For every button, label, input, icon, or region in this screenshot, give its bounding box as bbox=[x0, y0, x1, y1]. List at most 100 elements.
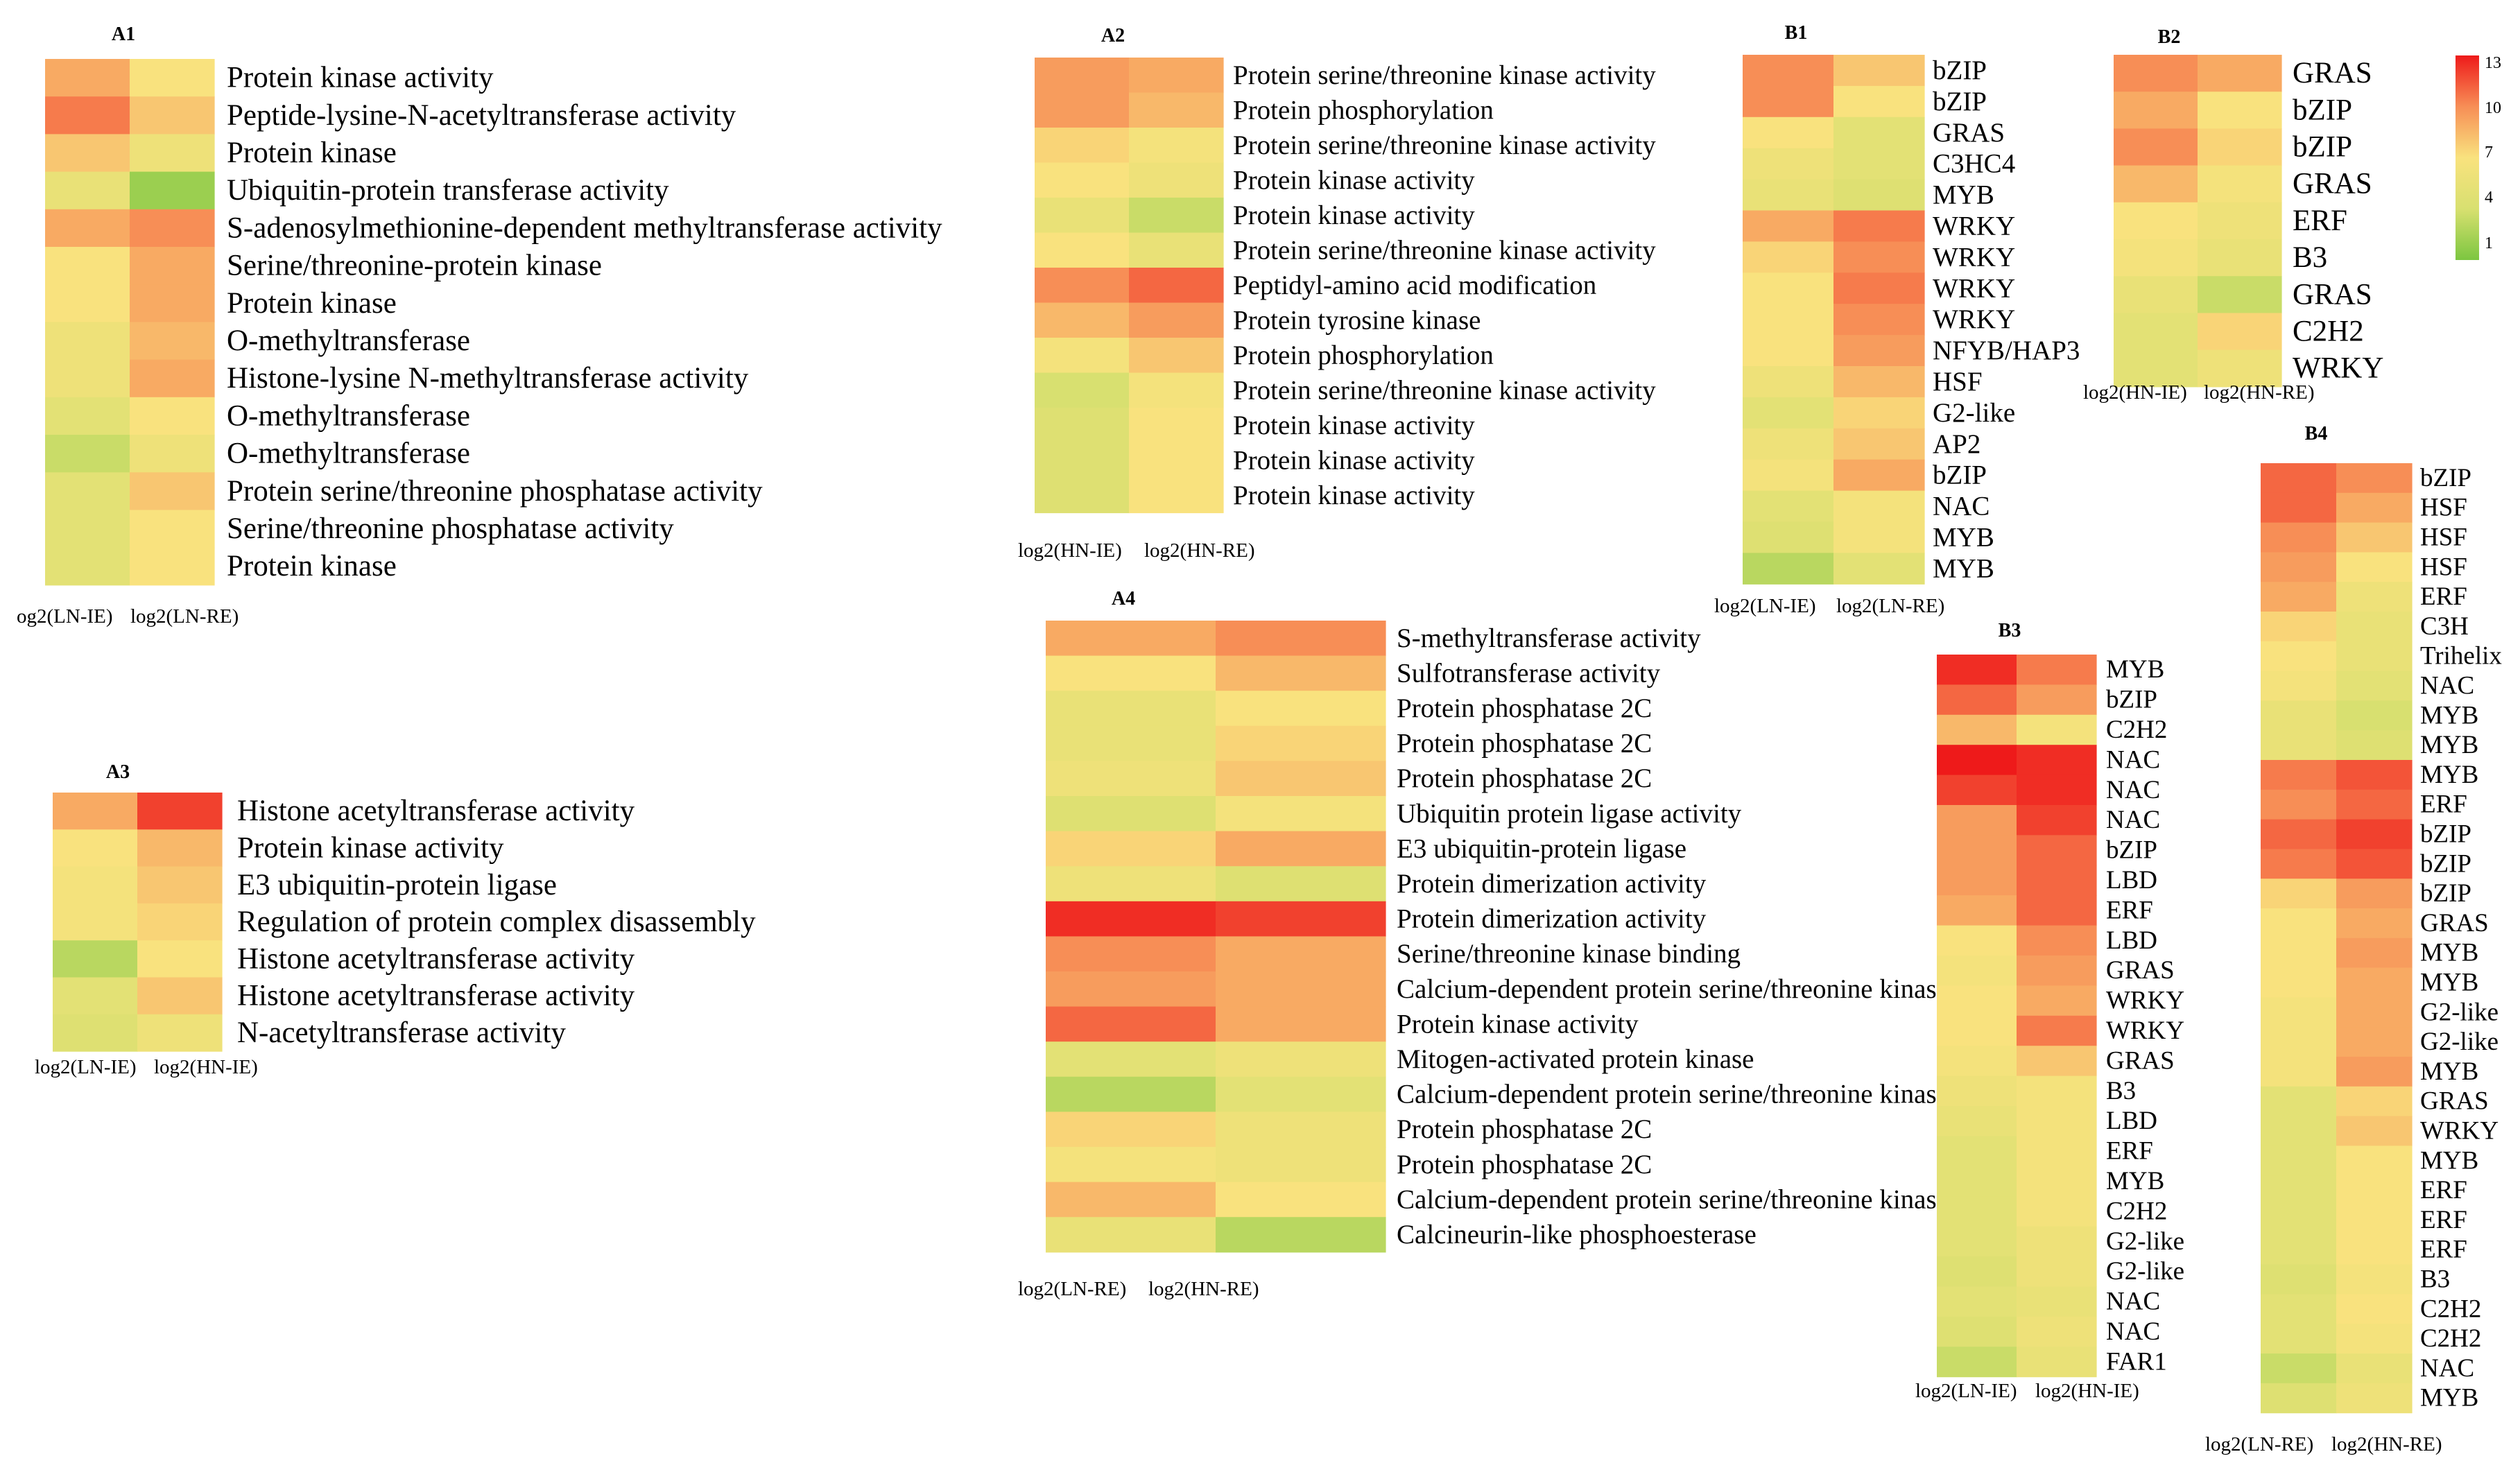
heatmap-cell bbox=[2261, 1145, 2337, 1176]
heatmap-cell bbox=[130, 510, 215, 548]
heatmap-cell bbox=[1937, 1046, 2017, 1077]
heatmap-cell bbox=[2261, 463, 2337, 494]
row-label: Protein kinase activity bbox=[1233, 165, 1475, 195]
heatmap-cell bbox=[45, 435, 130, 473]
heatmap-cell bbox=[2336, 1086, 2413, 1117]
heatmap-cell bbox=[2261, 552, 2337, 582]
heatmap-panel-b2: B2GRASbZIPbZIPGRASERFB3GRASC2H2WRKYlog2(… bbox=[2083, 26, 2383, 404]
row-label: WRKY bbox=[1933, 304, 2015, 334]
heatmap-panel-b4: B4bZIPHSFHSFHSFERFC3HTrihelixNACMYBMYBMY… bbox=[2205, 423, 2502, 1455]
heatmap-cell bbox=[2261, 1027, 2337, 1057]
legend-tick-7: 7 bbox=[2485, 144, 2493, 162]
heatmap-cell bbox=[2336, 1205, 2413, 1236]
row-label: WRKY bbox=[2293, 352, 2383, 385]
heatmap-cell bbox=[1937, 835, 2017, 866]
heatmap-cell bbox=[1129, 302, 1224, 338]
heatmap-cell bbox=[2336, 760, 2413, 790]
row-label: Sulfotransferase activity bbox=[1397, 658, 1661, 688]
heatmap-cell bbox=[2261, 612, 2337, 642]
heatmap-panel-b1: B1bZIPbZIPGRASC3HC4MYBWRKYWRKYWRKYWRKYNF… bbox=[1714, 22, 2080, 617]
legend-tick-1: 1 bbox=[2485, 234, 2493, 252]
column-label: log2(HN-IE) bbox=[2083, 381, 2187, 404]
row-label: G2-like bbox=[2106, 1257, 2184, 1286]
heatmap-cell bbox=[137, 866, 223, 904]
heatmap-cell bbox=[2114, 276, 2198, 313]
heatmap-cell bbox=[1833, 241, 1925, 273]
heatmap-cell bbox=[1743, 241, 1834, 273]
row-label: AP2 bbox=[1933, 429, 1980, 459]
heatmap-cell bbox=[1833, 459, 1925, 492]
heatmap-cell bbox=[2114, 128, 2198, 166]
row-label: MYB bbox=[2420, 761, 2478, 789]
row-label: Ubiquitin protein ligase activity bbox=[1397, 799, 1742, 829]
heatmap-cell bbox=[1129, 92, 1224, 128]
row-label: GRAS bbox=[2106, 956, 2175, 985]
row-label: GRAS bbox=[2106, 1046, 2175, 1075]
row-label: Protein kinase bbox=[227, 287, 397, 320]
heatmap-cell bbox=[2261, 1086, 2337, 1117]
heatmap-cell bbox=[1937, 1226, 2017, 1257]
heatmap-cell bbox=[130, 322, 215, 361]
heatmap-cell bbox=[2336, 522, 2413, 553]
heatmap-cell bbox=[1937, 684, 2017, 716]
heatmap-cell bbox=[137, 940, 223, 978]
row-label: WRKY bbox=[1933, 211, 2015, 241]
heatmap-cell bbox=[2336, 552, 2413, 582]
row-label: bZIP bbox=[2420, 820, 2471, 849]
row-label: G2-like bbox=[2106, 1227, 2184, 1256]
heatmap-cell bbox=[1046, 1217, 1216, 1253]
row-label: MYB bbox=[2420, 701, 2478, 729]
row-label: C3H bbox=[2420, 612, 2469, 641]
row-label: bZIP bbox=[2420, 464, 2471, 492]
heatmap-cell bbox=[1129, 372, 1224, 408]
heatmap-cell bbox=[1216, 971, 1386, 1008]
row-label: Protein tyrosine kinase bbox=[1233, 305, 1481, 335]
heatmap-cell bbox=[1035, 162, 1130, 198]
heatmap-cell bbox=[2261, 879, 2337, 909]
row-label: Serine/threonine phosphatase activity bbox=[227, 512, 674, 545]
heatmap-cell bbox=[1035, 128, 1130, 164]
heatmap-cell bbox=[1216, 621, 1386, 657]
heatmap-cell bbox=[1743, 210, 1834, 242]
heatmap-cell bbox=[1046, 621, 1216, 657]
row-label: MYB bbox=[2106, 655, 2164, 684]
heatmap-cell bbox=[1216, 1147, 1386, 1183]
heatmap-cell bbox=[2017, 805, 2097, 836]
column-label: log2(LN-RE) bbox=[1018, 1278, 1126, 1300]
heatmap-cell bbox=[1216, 936, 1386, 972]
row-label: bZIP bbox=[2106, 686, 2157, 714]
row-label: O-methyltransferase bbox=[227, 325, 470, 357]
row-label: HSF bbox=[1933, 367, 1983, 397]
heatmap-cell bbox=[1046, 1112, 1216, 1148]
heatmap-cell bbox=[130, 472, 215, 510]
row-label: Protein kinase activity bbox=[1233, 200, 1475, 230]
heatmap-cell bbox=[2114, 239, 2198, 277]
heatmap-cell bbox=[2017, 775, 2097, 806]
column-label: log2(HN-RE) bbox=[2331, 1433, 2442, 1455]
heatmap-cell bbox=[53, 793, 138, 830]
row-label: Protein kinase activity bbox=[1233, 410, 1475, 440]
heatmap-cell bbox=[2017, 1226, 2097, 1257]
row-label: Protein kinase bbox=[227, 137, 397, 169]
heatmap-cell bbox=[1035, 408, 1130, 444]
heatmap-cell bbox=[1216, 1182, 1386, 1218]
heatmap-cell bbox=[1046, 901, 1216, 937]
panel-title: A3 bbox=[106, 761, 130, 783]
row-label: bZIP bbox=[1933, 55, 1987, 85]
row-label: Histone acetyltransferase activity bbox=[237, 942, 635, 975]
heatmap-cell bbox=[1937, 985, 2017, 1017]
row-label: MYB bbox=[2420, 1384, 2478, 1412]
row-label: Histone acetyltransferase activity bbox=[237, 980, 635, 1012]
heatmap-cell bbox=[1129, 478, 1224, 514]
row-label: Protein phosphorylation bbox=[1233, 95, 1494, 125]
row-label: LBD bbox=[2106, 1107, 2157, 1135]
heatmap-cell bbox=[45, 59, 130, 97]
heatmap-cell bbox=[45, 322, 130, 361]
panel-title: A2 bbox=[1101, 25, 1125, 46]
heatmap-cell bbox=[1216, 866, 1386, 902]
column-label: log2(LN-RE) bbox=[1836, 595, 1944, 617]
row-label: HSF bbox=[2420, 553, 2467, 581]
heatmap-cell bbox=[2336, 1057, 2413, 1087]
heatmap-cell bbox=[1937, 865, 2017, 896]
